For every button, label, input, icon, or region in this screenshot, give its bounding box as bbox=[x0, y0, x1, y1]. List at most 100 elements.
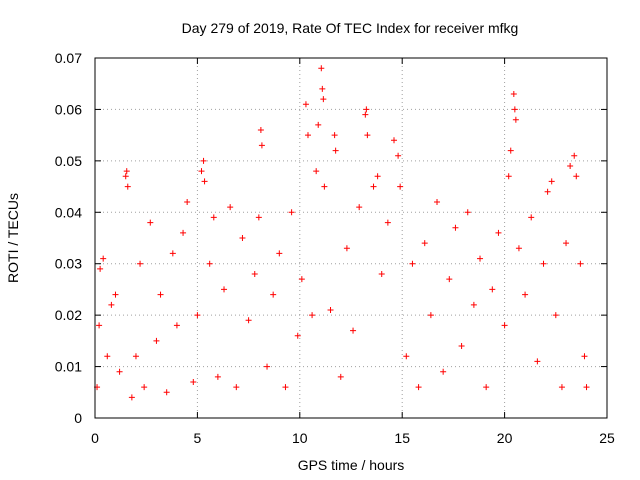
data-point bbox=[563, 240, 570, 247]
data-point bbox=[548, 178, 555, 185]
data-point bbox=[147, 219, 154, 226]
data-point bbox=[304, 132, 311, 139]
y-tick-label: 0.04 bbox=[55, 204, 82, 220]
data-point bbox=[583, 384, 590, 391]
grid-lines bbox=[95, 58, 607, 418]
data-point bbox=[214, 373, 221, 380]
data-point bbox=[141, 384, 148, 391]
data-point bbox=[318, 65, 325, 72]
data-point bbox=[320, 96, 327, 103]
data-point bbox=[507, 147, 514, 154]
data-point bbox=[395, 152, 402, 159]
data-point bbox=[210, 214, 217, 221]
data-point bbox=[100, 255, 107, 262]
data-point bbox=[434, 199, 441, 205]
y-tick-label: 0.06 bbox=[55, 101, 82, 117]
y-tick-label: 0.05 bbox=[55, 153, 82, 169]
data-point bbox=[512, 116, 519, 123]
data-point bbox=[276, 250, 283, 257]
data-point bbox=[96, 322, 103, 329]
data-point bbox=[132, 353, 139, 360]
data-point bbox=[270, 291, 277, 298]
data-point bbox=[415, 384, 422, 391]
y-tick-label: 0.01 bbox=[55, 359, 82, 375]
y-tick-label: 0.02 bbox=[55, 307, 82, 323]
data-point bbox=[477, 255, 484, 262]
data-point bbox=[528, 214, 535, 221]
data-point bbox=[194, 312, 201, 319]
data-point bbox=[282, 384, 289, 391]
x-tick-label: 0 bbox=[91, 430, 99, 446]
data-point bbox=[319, 85, 326, 92]
data-point bbox=[173, 322, 180, 329]
data-point bbox=[350, 327, 357, 334]
data-point bbox=[184, 199, 191, 205]
y-tick-label: 0 bbox=[74, 410, 82, 426]
data-point bbox=[464, 209, 471, 216]
data-point bbox=[573, 173, 580, 180]
data-point bbox=[452, 224, 459, 231]
data-point bbox=[409, 260, 416, 267]
plot-frame bbox=[94, 57, 608, 419]
data-point bbox=[440, 368, 447, 375]
data-point bbox=[397, 183, 404, 190]
data-point bbox=[255, 214, 262, 221]
data-point bbox=[470, 301, 477, 308]
data-point bbox=[427, 312, 434, 319]
y-tick-label: 0.03 bbox=[55, 256, 82, 272]
data-point bbox=[233, 384, 240, 391]
x-tick-labels: 0 5 10 15 20 25 bbox=[91, 430, 615, 446]
y-tick-label: 0.07 bbox=[55, 50, 82, 66]
x-axis-label: GPS time / hours bbox=[298, 457, 405, 473]
data-point bbox=[458, 343, 465, 349]
data-point bbox=[337, 373, 344, 380]
data-point bbox=[190, 379, 197, 385]
data-point bbox=[157, 291, 164, 298]
chart-title: Day 279 of 2019, Rate Of TEC Index for r… bbox=[182, 20, 519, 36]
data-point bbox=[331, 132, 338, 139]
data-point bbox=[534, 358, 541, 365]
data-points bbox=[94, 65, 590, 401]
data-point bbox=[403, 353, 410, 360]
data-point bbox=[97, 265, 104, 272]
x-tick-label: 15 bbox=[394, 430, 410, 446]
data-point bbox=[391, 137, 398, 144]
data-point bbox=[239, 235, 246, 241]
data-point bbox=[137, 260, 144, 267]
data-point bbox=[327, 307, 334, 313]
data-point bbox=[483, 384, 490, 391]
data-point bbox=[421, 240, 428, 247]
data-point bbox=[309, 312, 316, 319]
data-point bbox=[227, 204, 234, 211]
data-point bbox=[540, 260, 547, 267]
axis-ticks bbox=[94, 57, 608, 419]
data-point bbox=[332, 147, 339, 154]
data-point bbox=[505, 173, 512, 180]
data-point bbox=[374, 173, 381, 180]
y-axis-label: ROTI / TECUs bbox=[5, 193, 21, 283]
data-point bbox=[446, 276, 453, 283]
x-tick-label: 5 bbox=[194, 430, 202, 446]
data-point bbox=[288, 209, 295, 216]
data-point bbox=[198, 168, 205, 175]
data-point bbox=[356, 204, 363, 211]
data-point bbox=[313, 168, 320, 175]
data-point bbox=[581, 353, 588, 360]
data-point bbox=[104, 353, 111, 360]
data-point bbox=[206, 260, 213, 267]
data-point bbox=[495, 229, 502, 236]
data-point bbox=[251, 271, 258, 277]
data-point bbox=[315, 121, 322, 128]
data-point bbox=[124, 183, 131, 190]
data-point bbox=[169, 250, 176, 257]
data-point bbox=[362, 111, 369, 118]
data-point bbox=[302, 101, 309, 108]
data-point bbox=[343, 245, 350, 252]
data-point bbox=[257, 127, 264, 133]
x-tick-label: 25 bbox=[599, 430, 615, 446]
data-point bbox=[363, 106, 370, 113]
data-point bbox=[123, 168, 130, 175]
data-point bbox=[258, 142, 265, 149]
